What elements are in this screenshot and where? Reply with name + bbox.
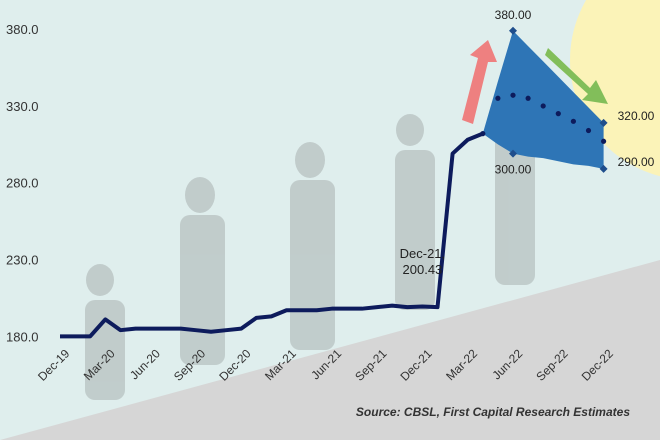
down-arrow — [545, 48, 608, 104]
band-marker — [599, 118, 608, 127]
y-tick-label: 230.0 — [6, 253, 39, 268]
value-label: 200.43 — [403, 262, 443, 277]
up-arrow — [462, 40, 497, 124]
band-marker — [509, 26, 517, 35]
line — [60, 131, 484, 339]
forecast-dot — [585, 127, 592, 134]
band-marker — [599, 164, 608, 173]
band-marker — [509, 149, 517, 158]
source: Source: CBSL, First Capital Research Est… — [356, 405, 630, 419]
value-label: 380.00 — [495, 8, 532, 22]
value-label: 290.00 — [618, 155, 655, 169]
forecast-dot — [510, 92, 516, 98]
y-tick-label: 380.0 — [6, 22, 39, 37]
slope — [0, 260, 660, 440]
value-label: 320.00 — [618, 109, 655, 123]
forecast-dot — [480, 131, 486, 137]
figures — [85, 79, 535, 400]
value-label: 300.00 — [495, 163, 532, 177]
forecast-dot — [540, 103, 546, 109]
forecast-dot — [525, 95, 531, 101]
sun — [570, 0, 660, 177]
forecast-dot — [601, 138, 607, 144]
forecast-dot — [555, 111, 561, 117]
forecast-dot — [570, 118, 577, 124]
y-tick-label: 180.0 — [6, 329, 39, 344]
annotation: Dec-21, — [400, 246, 446, 261]
forecast-dot — [495, 95, 501, 101]
y-tick-label: 330.0 — [6, 99, 39, 114]
forecast-band — [482, 30, 604, 169]
y-tick-label: 280.0 — [6, 176, 39, 191]
